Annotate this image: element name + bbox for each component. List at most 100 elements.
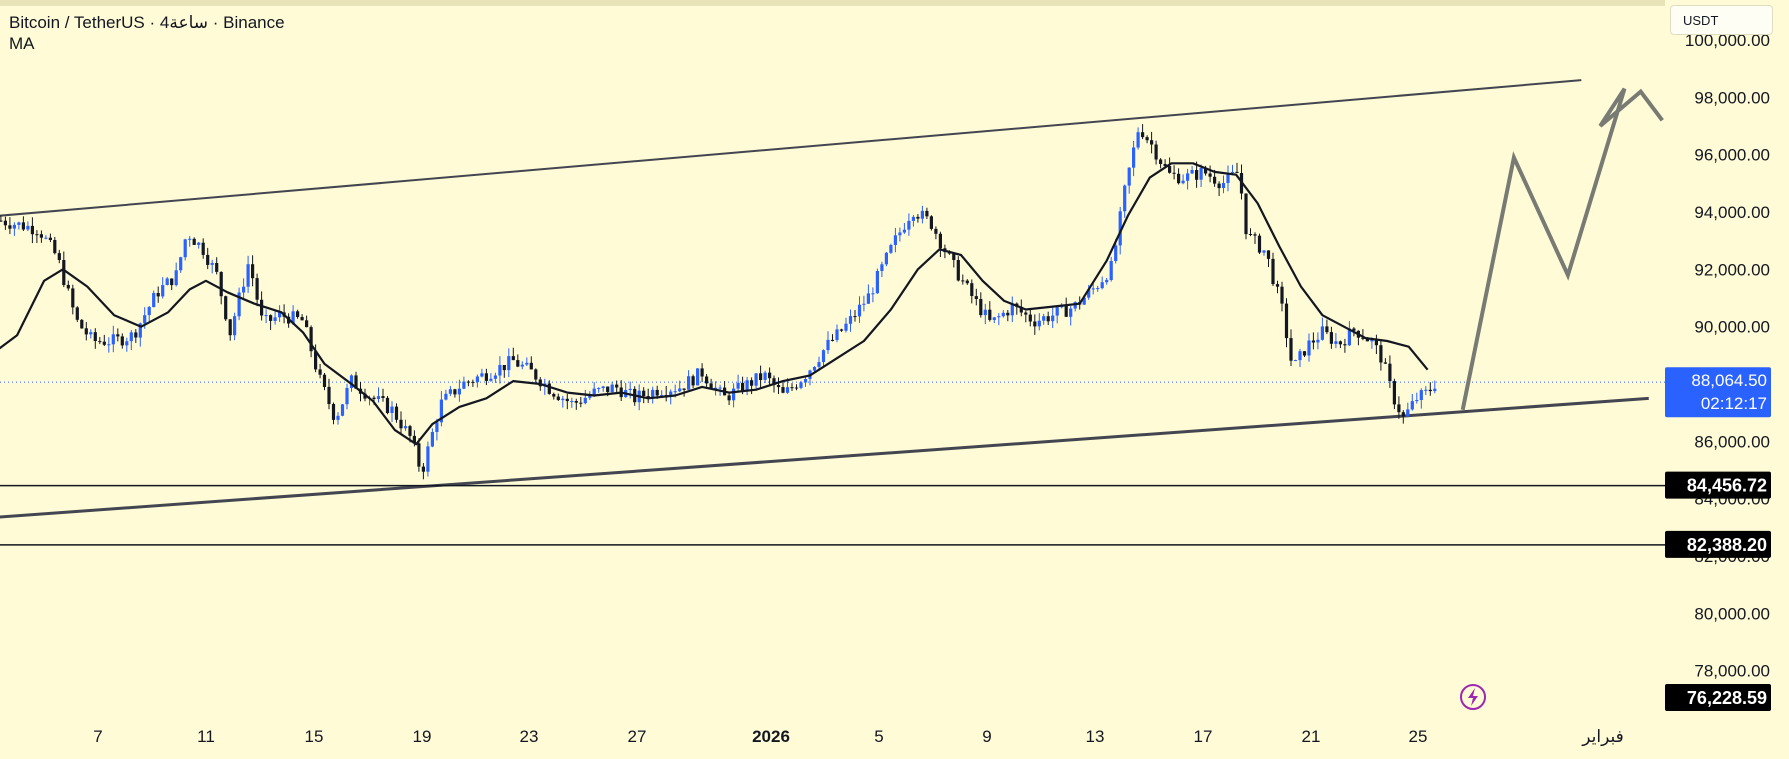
candle-body-277	[1244, 193, 1248, 235]
time-tick-12: 25	[1409, 727, 1428, 746]
candle-body-99	[444, 393, 448, 400]
candle-body-293	[1316, 339, 1320, 343]
candle-body-186	[835, 329, 839, 340]
candle-body-244	[1096, 288, 1100, 290]
candle-body-282	[1266, 250, 1271, 259]
candle-body-288	[1293, 360, 1298, 362]
candle-body-152	[682, 388, 686, 390]
candle-body-182	[817, 362, 821, 367]
candle-body-68	[305, 320, 309, 328]
candle-body-146	[655, 389, 659, 396]
candle-body-248	[1114, 245, 1118, 261]
candle-body-294	[1320, 326, 1324, 340]
candle-body-271	[1217, 183, 1221, 189]
candle-body-268	[1204, 168, 1208, 174]
candle-body-101	[453, 389, 457, 395]
candle-body-41	[183, 239, 187, 258]
candle-body-12	[53, 240, 57, 254]
candle-body-77	[345, 388, 349, 405]
candle-body-247	[1109, 261, 1113, 280]
candle-body-256	[1150, 140, 1154, 145]
candle-body-96	[430, 432, 434, 447]
candle-body-3	[12, 224, 16, 229]
candle-body-214	[961, 280, 965, 282]
candle-body-216	[970, 283, 974, 296]
candle-countdown: 02:12:17	[1701, 394, 1767, 413]
candle-body-218	[979, 299, 983, 316]
candle-body-175	[785, 387, 790, 393]
last-price-value: 88,064.50	[1691, 371, 1767, 390]
candle-body-159	[714, 387, 718, 390]
candle-body-315	[1415, 400, 1419, 402]
price-tick-1: 98,000.00	[1694, 88, 1770, 107]
lightning-icon	[1468, 688, 1478, 706]
candle-body-274	[1230, 171, 1235, 174]
candle-body-209	[938, 233, 942, 249]
candle-body-20	[89, 332, 93, 335]
candle-body-199	[893, 235, 897, 245]
alert-icon[interactable]	[1460, 684, 1486, 710]
candle-body-23	[102, 341, 106, 345]
candle-body-102	[457, 388, 461, 395]
candle-body-1	[3, 220, 7, 226]
candle-body-65	[291, 311, 295, 324]
candle-body-156	[700, 368, 704, 377]
level-tag-2	[1665, 530, 1771, 558]
candle-body-301	[1352, 328, 1356, 331]
candle-body-135	[606, 386, 610, 393]
candle-body-194	[871, 293, 875, 295]
candle-body-260	[1168, 166, 1172, 173]
candle-body-275	[1235, 171, 1239, 173]
candle-body-208	[934, 228, 938, 234]
candle-body-238	[1069, 308, 1073, 317]
candle-body-87	[390, 406, 394, 413]
currency-button[interactable]: USDT	[1670, 5, 1773, 35]
symbol-title[interactable]: Bitcoin / TetherUS · 4ساعة · Binance	[9, 13, 285, 32]
candle-body-83	[372, 397, 376, 399]
price-axis[interactable]: 100,000.00 98,000.00 96,000.00 94,000.00 92,…	[1685, 31, 1770, 681]
candle-body-223	[1001, 312, 1005, 317]
candle-body-66	[296, 311, 300, 317]
candle-body-266	[1195, 170, 1199, 180]
candle-body-303	[1361, 337, 1365, 339]
candle-body-169	[759, 373, 763, 380]
candle-body-107	[480, 373, 484, 377]
candle-body-58	[260, 299, 264, 316]
candle-body-70	[314, 351, 318, 370]
candle-body-253	[1136, 132, 1140, 148]
candle-body-192	[862, 303, 866, 305]
candle-body-137	[615, 384, 619, 388]
candle-body-295	[1325, 326, 1329, 333]
ma-indicator-label[interactable]: MA	[9, 34, 35, 53]
candle-body-220	[988, 309, 992, 320]
candle-body-123	[552, 394, 556, 397]
candle-body-89	[399, 419, 403, 429]
candle-body-29	[129, 332, 133, 342]
candle-body-270	[1213, 176, 1217, 184]
candle-body-252	[1132, 147, 1136, 168]
level-tag-value-2: 82,388.20	[1687, 535, 1767, 555]
candle-body-168	[754, 373, 758, 386]
candle-body-305	[1370, 339, 1374, 342]
candle-body-172	[772, 378, 776, 385]
candle-body-224	[1006, 312, 1010, 316]
candle-body-116	[520, 364, 524, 367]
candle-body-215	[965, 280, 969, 284]
candle-body-114	[511, 356, 515, 361]
candle-body-254	[1141, 132, 1145, 138]
candle-body-92	[412, 435, 416, 444]
candle-body-72	[322, 374, 327, 387]
time-axis[interactable]: 7 11 15 19 23 27 2026 5 9 13 17 21 25 فبراير	[93, 727, 1623, 747]
candle-body-283	[1271, 258, 1275, 285]
candle-body-93	[417, 443, 421, 467]
candle-body-202	[907, 220, 911, 230]
low-marker-tag	[1665, 684, 1771, 711]
candle-body-100	[448, 389, 452, 394]
candle-body-297	[1334, 341, 1338, 344]
candle-body-173	[776, 385, 781, 388]
ma-line	[0, 162, 1429, 446]
candle-body-319	[1433, 388, 1437, 392]
candle-body-290	[1302, 351, 1307, 356]
candle-body-145	[651, 389, 655, 398]
